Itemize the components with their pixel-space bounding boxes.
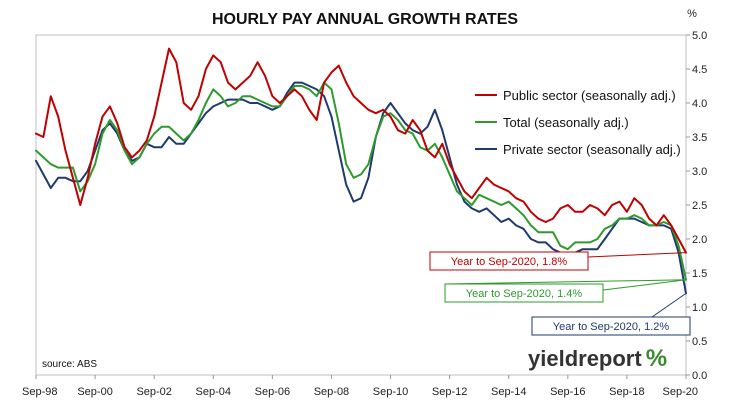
legend-label: Public sector (seasonally adj.) [503,88,676,103]
brand-name: yieldreport [528,346,642,371]
annotation-label: Year to Sep-2020, 1.4% [466,288,583,300]
series-line-1 [35,81,687,281]
annotation-leader [587,252,687,258]
series-line-0 [35,47,687,254]
x-tick-label: Sep-98 [22,386,57,398]
y-tick-label: 4.0 [692,98,707,110]
x-tick-label: Sep-02 [136,386,171,398]
legend: Public sector (seasonally adj.) Total (se… [475,88,681,157]
y-tick-label: 1.5 [692,268,707,280]
y-tick-label: 0.5 [692,336,707,348]
annotation-label: Year to Sep-2020, 1.2% [553,321,670,333]
x-tick-label: Sep-20 [663,386,698,398]
annotation-leader [602,279,687,291]
x-tick-label: Sep-12 [432,386,467,398]
x-tick-label: Sep-10 [373,386,408,398]
x-tick-label: Sep-06 [255,386,290,398]
y-axis-unit-label: % [687,8,697,20]
annotation-box [429,251,589,271]
y-tick-label: 5.0 [692,30,707,42]
y-tick-label: 0.0 [692,370,707,382]
brand-percent-mark: % [646,345,667,372]
y-tick-label: 2.5 [692,200,707,212]
annotation-leader [444,279,687,285]
y-tick-label: 2.0 [692,234,707,246]
y-axis: 0.0 0.5 1.0 1.5 2.0 2.5 3.0 3.5 4.0 4.5 5.0 [686,30,707,382]
annotation-box [444,283,604,303]
annotation-box [531,316,691,336]
y-tick-label: 4.5 [692,64,707,76]
x-tick-label: Sep-08 [314,386,349,398]
source-note: source: ABS [42,359,97,370]
annotations: Year to Sep-2020, 1.8% Year to Sep-2020, … [429,251,691,336]
annotation-leader [651,292,687,318]
legend-label: Total (seasonally adj.) [503,115,629,130]
y-tick-label: 3.5 [692,132,707,144]
chart-title: HOURLY PAY ANNUAL GROWTH RATES [212,11,518,28]
x-tick-label: Sep-04 [196,386,231,398]
x-tick-label: Sep-14 [491,386,526,398]
annotation-label: Year to Sep-2020, 1.8% [451,256,568,268]
legend-label: Private sector (seasonally adj.) [503,142,681,157]
y-tick-label: 1.0 [692,302,707,314]
brand-wordmark: yieldreport% [528,345,667,372]
x-axis: Sep-98 Sep-00 Sep-02 Sep-04 Sep-06 Sep-08 Sep-… [22,375,698,398]
x-tick-label: Sep-00 [77,386,112,398]
y-tick-label: 3.0 [692,166,707,178]
brand-logo: yieldreport% [528,345,667,372]
series-lines [35,47,687,295]
x-tick-label: Sep-18 [609,386,644,398]
x-tick-label: Sep-16 [550,386,585,398]
